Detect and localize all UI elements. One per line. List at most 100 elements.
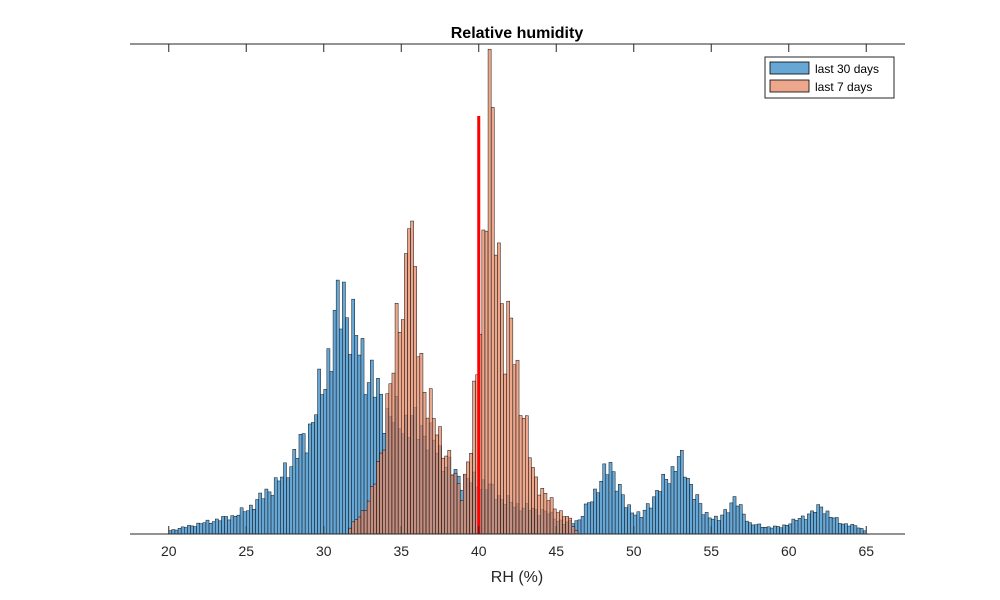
histogram-bar-30days xyxy=(236,514,241,535)
histogram-bar-30days xyxy=(608,462,613,535)
histogram-bar-30days xyxy=(621,494,625,535)
histogram-bar-30days xyxy=(850,524,855,535)
histogram-bar-7days xyxy=(459,500,464,535)
x-tick-label: 55 xyxy=(703,543,719,559)
histogram-bar-30days xyxy=(323,389,328,535)
histogram-bar-7days xyxy=(435,434,439,535)
histogram-bar-30days xyxy=(794,520,799,535)
x-axis-ticks: 20 25 30 35 40 45 50 55 60 65 xyxy=(161,44,874,559)
histogram-bar-30days xyxy=(583,503,588,535)
histogram-bar-7days xyxy=(528,457,532,535)
histogram-bar-30days xyxy=(187,525,191,535)
histogram-bar-30days xyxy=(277,480,281,535)
histogram-bar-30days xyxy=(720,514,724,535)
histogram-bar-30days xyxy=(264,488,269,535)
histogram-bar-30days xyxy=(658,491,662,535)
histogram-bar-30days xyxy=(742,513,746,535)
histogram-bar-30days xyxy=(202,522,207,535)
histogram-bar-30days xyxy=(280,476,284,535)
histogram-bar-30days xyxy=(587,502,591,535)
histogram-bar-30days xyxy=(766,526,771,535)
histogram-bar-7days xyxy=(376,461,380,535)
histogram-bar-7days xyxy=(428,388,433,535)
histogram-bar-30days xyxy=(835,517,839,535)
histogram-bar-30days xyxy=(853,525,858,535)
histogram-bar-30days xyxy=(199,523,204,535)
histogram-bar-30days xyxy=(754,524,758,535)
histogram-bar-30days xyxy=(847,525,851,535)
histogram-bar-7days xyxy=(574,530,579,535)
histogram-bar-30days xyxy=(233,516,238,535)
histogram-bar-7days xyxy=(397,332,402,535)
histogram-bar-7days xyxy=(525,415,529,535)
histogram-bar-30days xyxy=(797,518,802,535)
histogram-bar-30days xyxy=(267,491,272,535)
histogram-bar-7days xyxy=(419,352,424,535)
histogram-bar-30days xyxy=(726,512,731,535)
histogram-bar-30days xyxy=(627,504,631,535)
x-tick-label: 20 xyxy=(161,543,177,559)
histogram-bar-30days xyxy=(301,433,306,535)
histogram-bar-30days xyxy=(177,528,182,535)
histogram-bar-30days xyxy=(190,525,194,535)
histogram-bar-7days xyxy=(438,426,442,535)
histogram-bar-7days xyxy=(351,521,355,535)
histogram-bar-7days xyxy=(410,220,414,535)
histogram-bar-7days xyxy=(521,418,526,535)
histogram-bar-30days xyxy=(211,521,216,535)
histogram-bar-30days xyxy=(828,517,833,535)
x-tick-label: 30 xyxy=(316,543,332,559)
histogram-bar-7days xyxy=(537,494,541,535)
histogram-bar-30days xyxy=(314,414,318,535)
histogram-bar-30days xyxy=(673,471,678,535)
histogram-bar-7days xyxy=(490,107,495,535)
histogram-bar-7days xyxy=(388,383,393,535)
histogram-bar-7days xyxy=(531,467,535,535)
histogram-bar-7days xyxy=(456,483,461,535)
histogram-bar-30days xyxy=(838,523,842,535)
histogram-bar-7days xyxy=(401,319,405,535)
chart-title: Relative humidity xyxy=(451,25,584,42)
histogram-bar-30days xyxy=(239,507,244,535)
histogram-bar-7days xyxy=(549,497,554,535)
histogram-bar-30days xyxy=(779,527,783,535)
x-tick-label: 65 xyxy=(858,543,874,559)
histogram-bar-7days xyxy=(416,356,421,535)
histogram-bar-30days xyxy=(611,471,616,535)
histogram-bar-30days xyxy=(258,492,262,535)
histogram-bar-30days xyxy=(252,509,256,535)
histogram-bar-30days xyxy=(577,519,582,535)
histogram-bar-30days xyxy=(326,348,331,535)
histogram-bar-30days xyxy=(652,496,656,535)
histogram-bar-7days xyxy=(543,493,548,535)
histogram-bar-30days xyxy=(813,511,817,535)
histogram-bar-30days xyxy=(270,495,275,535)
histogram-bar-30days xyxy=(171,529,176,535)
histogram-bar-7days xyxy=(432,418,436,535)
histogram-bar-7days xyxy=(562,516,566,535)
histogram-bar-7days xyxy=(500,303,504,535)
histogram-bar-7days xyxy=(559,510,563,535)
histogram-bar-7days xyxy=(363,510,368,535)
histogram-bar-7days xyxy=(472,380,476,535)
histogram-bar-30days xyxy=(196,522,200,535)
histogram-bar-30days xyxy=(184,527,188,535)
x-tick-label: 60 xyxy=(781,543,797,559)
legend-swatch xyxy=(769,79,810,93)
histogram-bar-7days xyxy=(497,242,501,535)
histogram-bar-30days xyxy=(351,298,355,535)
histogram-bar-30days xyxy=(773,525,777,535)
histogram-bar-30days xyxy=(680,449,684,535)
histogram-bar-7days xyxy=(512,364,517,535)
histogram-bar-30days xyxy=(308,423,312,535)
histogram-bar-30days xyxy=(822,513,827,535)
histogram-bar-30days xyxy=(286,477,290,535)
histogram-bar-30days xyxy=(841,523,845,535)
histogram-bar-30days xyxy=(698,503,703,535)
histogram-bar-30days xyxy=(180,526,185,535)
histogram-bar-30days xyxy=(642,509,647,535)
histogram-bar-30days xyxy=(686,478,690,535)
legend-entry: last 30 days xyxy=(815,62,879,76)
histogram-bar-30days xyxy=(580,516,585,535)
